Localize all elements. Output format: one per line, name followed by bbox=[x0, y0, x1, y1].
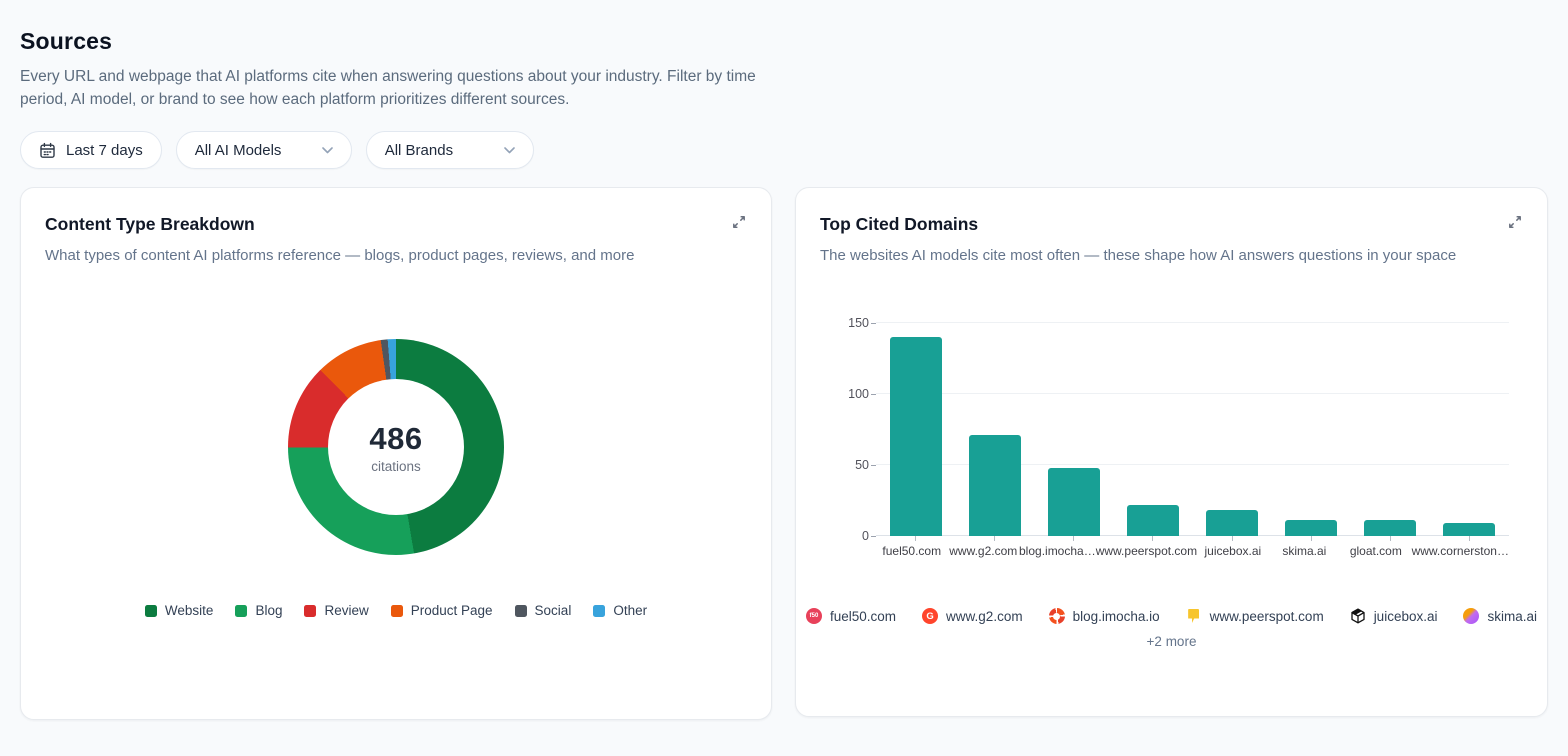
content-type-legend: Website Blog Review Product Page Social Other bbox=[45, 603, 747, 618]
cited-domain-label: fuel50.com bbox=[830, 608, 897, 624]
top-domains-bar-chart: 0 50 100 150 fuel50.com www.g2.com blog.imoch… bbox=[820, 316, 1523, 558]
x-axis-ticks bbox=[876, 536, 1509, 541]
x-axis-label: www.peerspot.com bbox=[1095, 544, 1198, 558]
legend-label: Product Page bbox=[410, 603, 493, 618]
ai-model-select[interactable]: All AI Models bbox=[175, 131, 352, 169]
legend-label: Other bbox=[613, 603, 648, 618]
cited-domain-label: www.g2.com bbox=[946, 608, 1023, 624]
juicebox-favicon bbox=[1350, 608, 1366, 624]
y-axis: 0 50 100 150 bbox=[820, 316, 876, 543]
cited-domain-item: f50 fuel50.com bbox=[806, 608, 896, 624]
cited-domain-label: www.peerspot.com bbox=[1209, 608, 1324, 624]
card-title: Top Cited Domains bbox=[820, 214, 979, 234]
cited-domain-label: juicebox.ai bbox=[1373, 608, 1438, 624]
chevron-down-icon bbox=[321, 146, 333, 154]
legend-label: Website bbox=[164, 603, 214, 618]
y-tick-label: 50 bbox=[855, 458, 876, 472]
card-subtitle: What types of content AI platforms refer… bbox=[45, 247, 635, 264]
gridline bbox=[876, 535, 1509, 536]
page-description: Every URL and webpage that AI platforms … bbox=[20, 68, 756, 108]
legend-label: Blog bbox=[255, 603, 283, 618]
citations-total: 486 bbox=[369, 420, 423, 456]
cited-domain-item: skima.ai bbox=[1463, 608, 1537, 624]
legend-item: Blog bbox=[235, 603, 282, 618]
legend-item: Review bbox=[304, 603, 369, 618]
bar-www.peerspot.com[interactable] bbox=[1126, 504, 1179, 536]
legend-label: Review bbox=[324, 603, 369, 618]
x-axis-labels: fuel50.com www.g2.com blog.imocha… www.peer… bbox=[876, 544, 1509, 558]
expand-icon bbox=[731, 214, 747, 230]
ai-model-value: All AI Models bbox=[194, 141, 282, 159]
gridline bbox=[876, 322, 1509, 323]
cited-domain-item: www.peerspot.com bbox=[1186, 608, 1324, 624]
legend-swatch bbox=[144, 604, 157, 617]
legend-swatch bbox=[235, 604, 248, 617]
legend-item: Social bbox=[514, 603, 572, 618]
skima-favicon bbox=[1463, 608, 1480, 624]
cited-domain-item: juicebox.ai bbox=[1350, 608, 1438, 624]
filter-bar: Last 7 days All AI Models All Brands bbox=[20, 131, 1548, 169]
more-domains-button[interactable]: +2 more bbox=[1146, 634, 1197, 649]
bar-www.g2.com[interactable] bbox=[968, 435, 1021, 536]
bar-fuel50.com[interactable] bbox=[889, 337, 942, 536]
x-axis-label: juicebox.ai bbox=[1204, 544, 1262, 558]
legend-label: Social bbox=[534, 603, 572, 618]
card-title: Content Type Breakdown bbox=[45, 214, 255, 234]
cited-domain-label: skima.ai bbox=[1487, 608, 1537, 624]
x-axis-label: skima.ai bbox=[1282, 544, 1327, 558]
peerspot-favicon bbox=[1186, 608, 1202, 624]
page-title: Sources bbox=[20, 28, 113, 54]
citations-label: citations bbox=[371, 458, 421, 474]
y-tick-label: 0 bbox=[862, 529, 876, 543]
cited-domain-item: blog.imocha.io bbox=[1048, 608, 1160, 624]
bar-gloat.com[interactable] bbox=[1364, 520, 1417, 536]
bar-juicebox.ai[interactable] bbox=[1206, 510, 1259, 536]
card-subtitle: The websites AI models cite most often —… bbox=[820, 247, 1457, 264]
sources-page: Sources Every URL and webpage that AI pl… bbox=[20, 28, 1548, 720]
x-axis-label: fuel50.com bbox=[882, 544, 942, 558]
y-tick-label: 100 bbox=[848, 387, 876, 401]
date-range-button[interactable]: Last 7 days bbox=[20, 131, 162, 169]
x-axis-label: gloat.com bbox=[1349, 544, 1402, 558]
donut-center: 486 citations bbox=[328, 379, 464, 515]
bar-www.cornerston…[interactable] bbox=[1443, 523, 1496, 536]
date-range-label: Last 7 days bbox=[66, 141, 143, 159]
brand-value: All Brands bbox=[384, 141, 454, 159]
gridline bbox=[876, 464, 1509, 465]
expand-icon bbox=[1507, 214, 1523, 230]
bar-skima.ai[interactable] bbox=[1285, 520, 1338, 536]
legend-item: Other bbox=[593, 603, 647, 618]
gridline bbox=[876, 393, 1509, 394]
fuel50-favicon: f50 bbox=[806, 608, 822, 624]
content-type-donut-chart[interactable]: 486 citations bbox=[288, 339, 504, 555]
calendar-icon bbox=[39, 142, 56, 159]
legend-swatch bbox=[304, 604, 317, 617]
x-axis-label: www.g2.com bbox=[949, 544, 1018, 558]
y-tick-label: 150 bbox=[848, 316, 876, 330]
expand-button[interactable] bbox=[1501, 208, 1529, 236]
legend-swatch bbox=[390, 604, 403, 617]
x-axis-label: blog.imocha… bbox=[1019, 544, 1096, 558]
legend-swatch bbox=[593, 604, 606, 617]
imocha-favicon bbox=[1048, 608, 1065, 624]
cited-domain-label: blog.imocha.io bbox=[1072, 608, 1160, 624]
content-type-breakdown-card: Content Type Breakdown What types of con… bbox=[20, 187, 772, 720]
expand-button[interactable] bbox=[725, 208, 753, 236]
legend-item: Website bbox=[144, 603, 214, 618]
legend-swatch bbox=[514, 604, 527, 617]
x-axis-label: www.cornerston… bbox=[1411, 544, 1509, 558]
legend-item: Product Page bbox=[390, 603, 493, 618]
plot-area bbox=[876, 322, 1509, 536]
top-cited-domains-card: Top Cited Domains The websites AI models… bbox=[795, 187, 1548, 717]
bar-blog.imocha…[interactable] bbox=[1047, 467, 1100, 536]
chevron-down-icon bbox=[503, 146, 515, 154]
brand-select[interactable]: All Brands bbox=[365, 131, 534, 169]
g2-favicon: G bbox=[922, 608, 939, 624]
